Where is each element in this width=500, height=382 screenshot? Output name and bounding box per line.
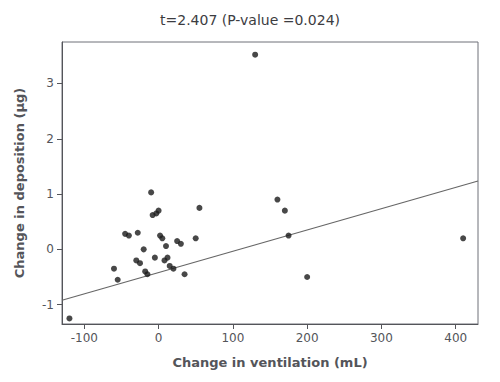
svg-text:Change in ventilation (mL): Change in ventilation (mL) bbox=[172, 355, 367, 370]
svg-text:t=2.407 (P-value =0.024): t=2.407 (P-value =0.024) bbox=[160, 12, 340, 28]
svg-text:-1: -1 bbox=[42, 298, 54, 312]
svg-text:400: 400 bbox=[444, 331, 467, 345]
svg-text:200: 200 bbox=[296, 331, 319, 345]
svg-text:3: 3 bbox=[46, 76, 54, 90]
svg-text:2: 2 bbox=[46, 132, 54, 146]
svg-text:-100: -100 bbox=[71, 331, 98, 345]
svg-text:Change in deposition (μg): Change in deposition (μg) bbox=[12, 88, 27, 278]
svg-text:100: 100 bbox=[221, 331, 244, 345]
svg-text:300: 300 bbox=[370, 331, 393, 345]
svg-text:0: 0 bbox=[46, 242, 54, 256]
svg-text:1: 1 bbox=[46, 187, 54, 201]
svg-text:0: 0 bbox=[155, 331, 163, 345]
